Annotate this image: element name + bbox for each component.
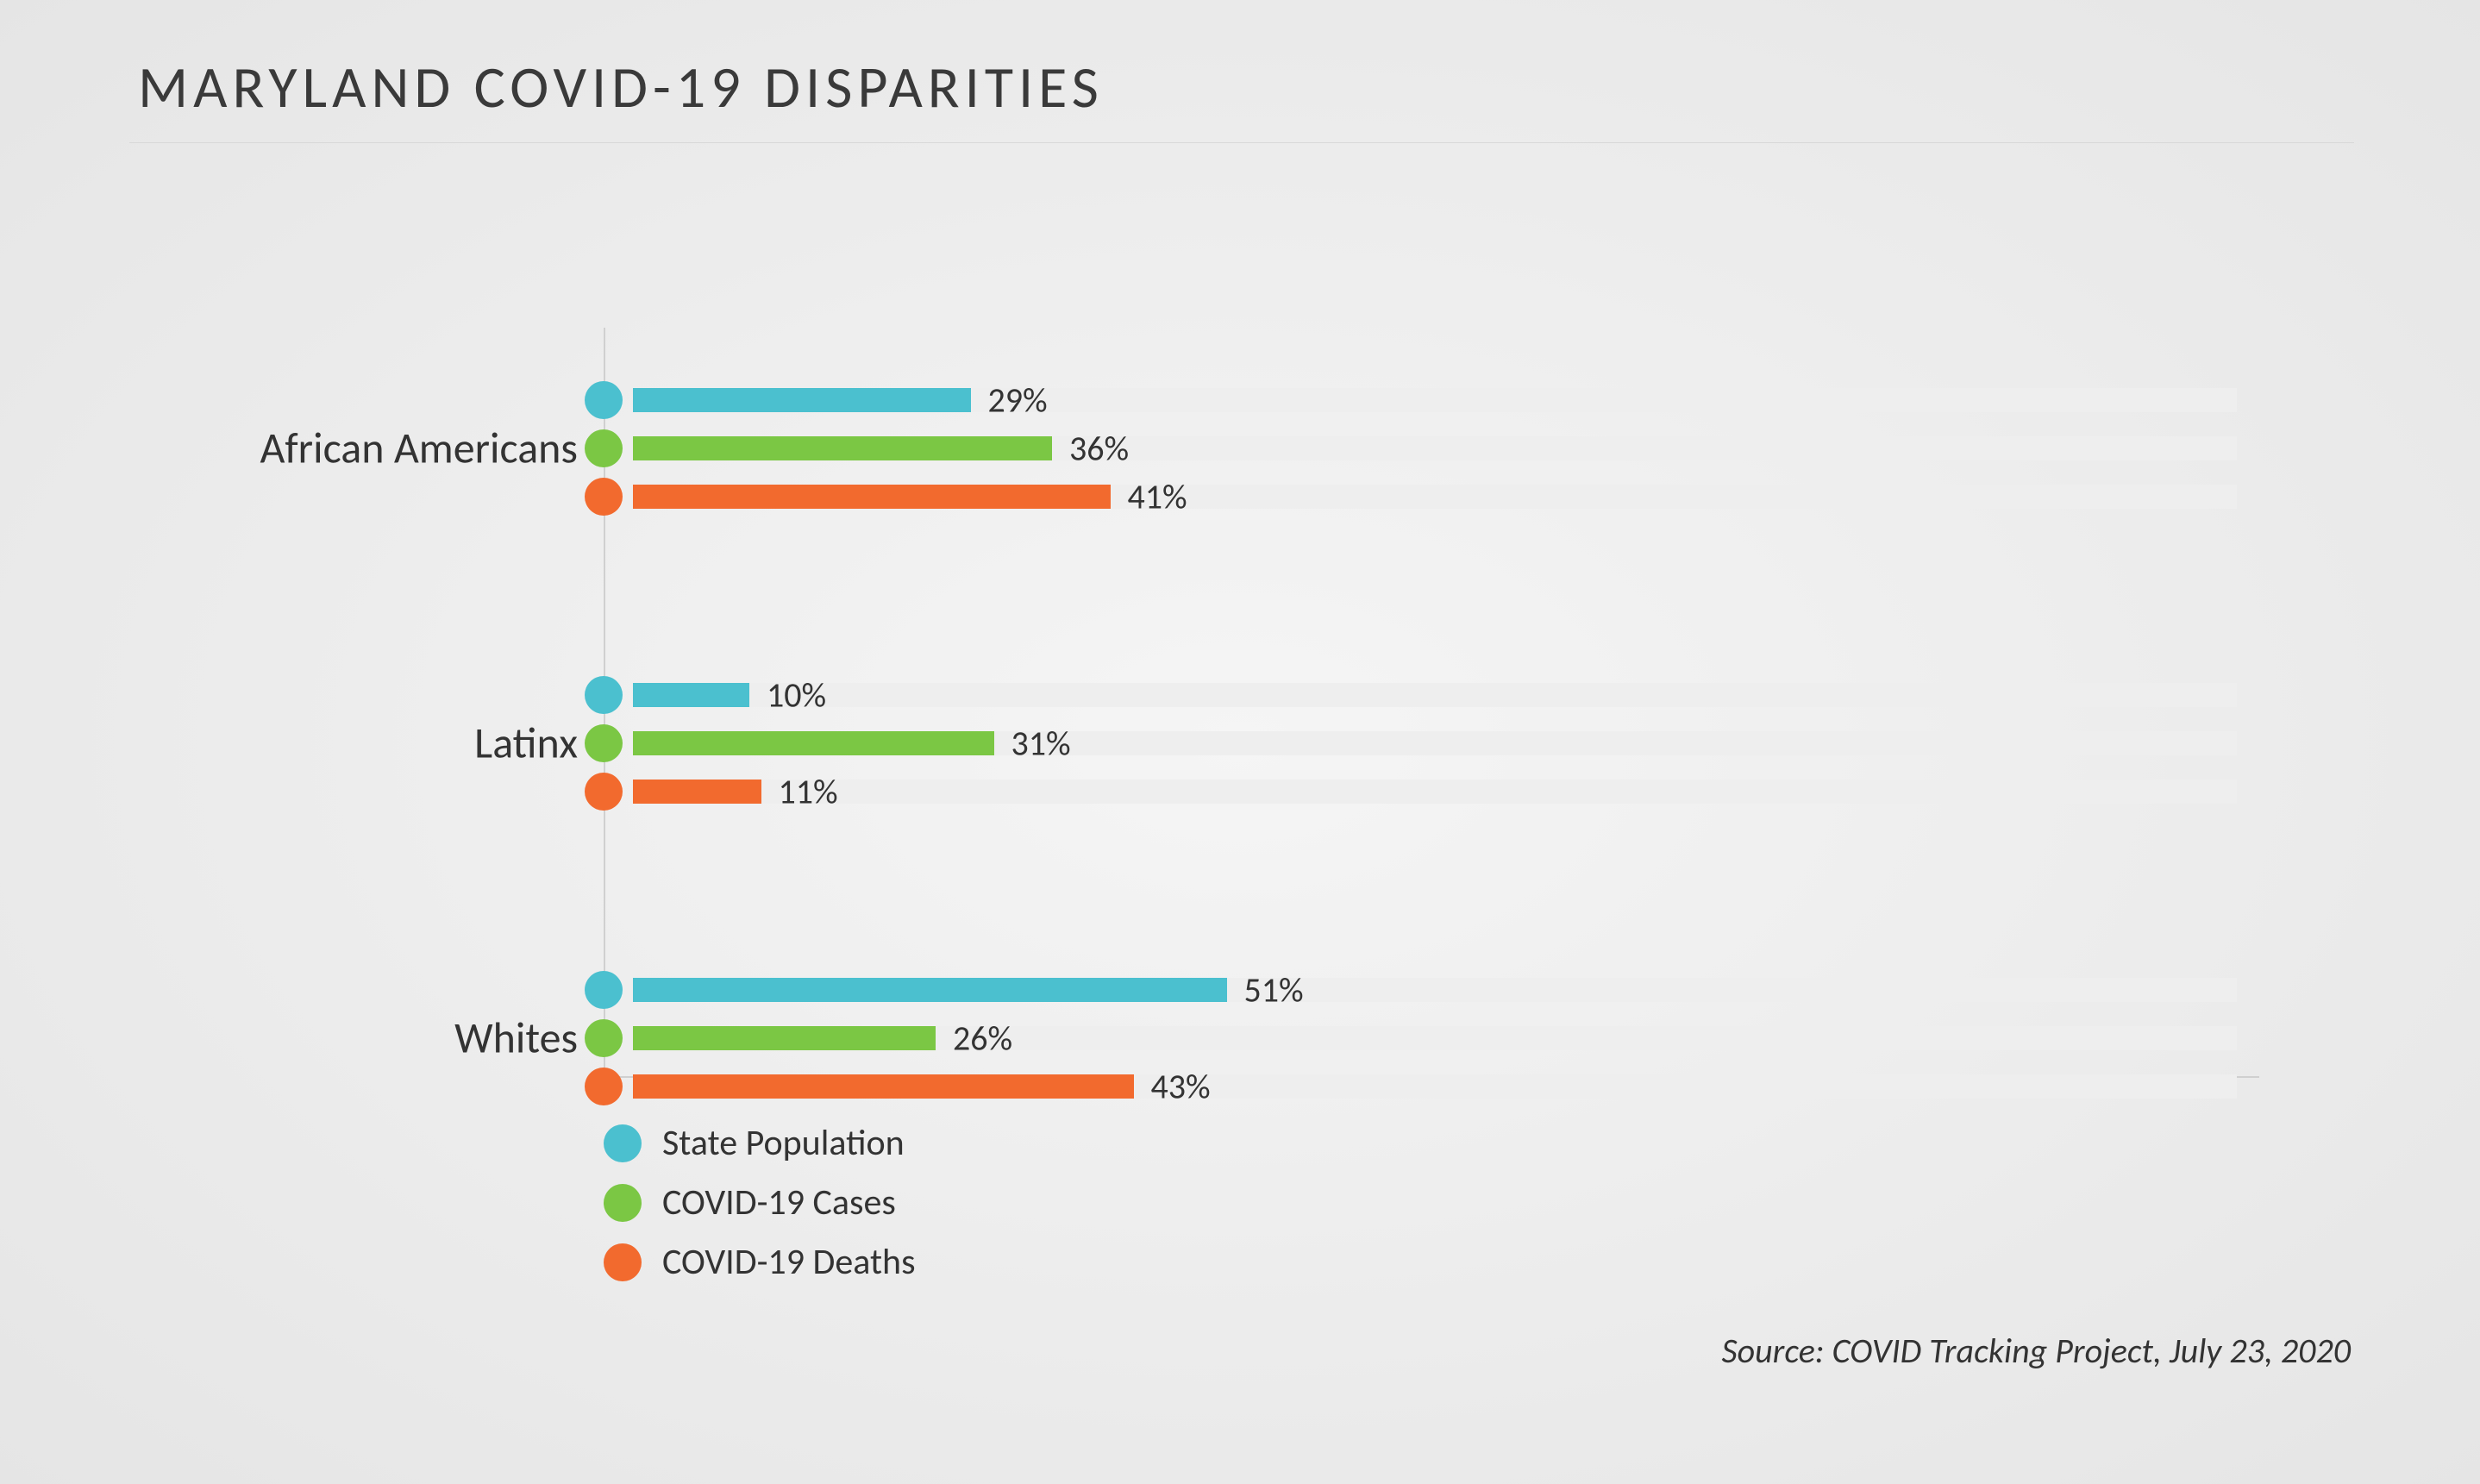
bar-fill — [633, 683, 749, 707]
bar-fill — [633, 978, 1227, 1002]
series-dot-icon — [585, 1019, 623, 1057]
bar-value-label: 36% — [1069, 428, 1129, 470]
bar-value-label: 10% — [767, 674, 826, 717]
bar-row: 51% — [604, 966, 2259, 1014]
group-label: Whites — [60, 1012, 578, 1065]
series-dot-icon — [585, 429, 623, 467]
bar-value-label: 51% — [1244, 969, 1304, 1011]
bar-value-label: 29% — [988, 379, 1048, 422]
chart-area: African Americans29%36%41%Latinx10%31%11… — [604, 328, 2259, 1078]
source-text: Source: COVID Tracking Project, July 23,… — [1722, 1330, 2352, 1372]
legend-dot-icon — [604, 1184, 642, 1222]
bar-fill — [633, 436, 1052, 460]
legend-item: State Population — [604, 1121, 916, 1165]
bar-track — [633, 683, 2237, 707]
series-dot-icon — [585, 724, 623, 762]
legend-item: COVID-19 Cases — [604, 1180, 916, 1224]
bar-fill — [633, 1074, 1134, 1099]
bar-value-label: 41% — [1128, 476, 1187, 518]
bar-value-label: 26% — [953, 1018, 1012, 1060]
legend-item: COVID-19 Deaths — [604, 1240, 916, 1284]
bar-row: 41% — [604, 473, 2259, 521]
series-dot-icon — [585, 676, 623, 714]
chart-group: Latinx10%31%11% — [604, 671, 2259, 816]
title-underline — [129, 142, 2354, 143]
legend-dot-icon — [604, 1243, 642, 1281]
bar-row: 31% — [604, 719, 2259, 767]
series-dot-icon — [585, 1068, 623, 1105]
bar-value-label: 31% — [1011, 723, 1071, 765]
series-dot-icon — [585, 971, 623, 1009]
group-label: Latinx — [60, 717, 578, 770]
series-dot-icon — [585, 381, 623, 419]
bar-track — [633, 780, 2237, 804]
bar-fill — [633, 780, 761, 804]
bar-row: 43% — [604, 1062, 2259, 1111]
bar-row: 26% — [604, 1014, 2259, 1062]
series-dot-icon — [585, 478, 623, 516]
bar-fill — [633, 485, 1111, 509]
legend: State Population COVID-19 Cases COVID-19 D… — [604, 1121, 916, 1299]
bar-value-label: 43% — [1151, 1066, 1211, 1108]
legend-label: COVID-19 Cases — [662, 1180, 896, 1224]
bar-value-label: 11% — [779, 771, 838, 813]
bar-row: 29% — [604, 376, 2259, 424]
legend-dot-icon — [604, 1124, 642, 1162]
bar-row: 36% — [604, 424, 2259, 473]
chart-title: MARYLAND COVID-19 DISPARITIES — [138, 52, 1104, 123]
bar-fill — [633, 388, 971, 412]
chart-group: Whites51%26%43% — [604, 966, 2259, 1111]
legend-label: COVID-19 Deaths — [662, 1240, 916, 1284]
legend-label: State Population — [662, 1121, 905, 1165]
series-dot-icon — [585, 773, 623, 811]
group-label: African Americans — [60, 423, 578, 475]
bar-row: 11% — [604, 767, 2259, 816]
bar-row: 10% — [604, 671, 2259, 719]
chart-group: African Americans29%36%41% — [604, 376, 2259, 521]
bar-fill — [633, 1026, 936, 1050]
bar-fill — [633, 731, 994, 755]
